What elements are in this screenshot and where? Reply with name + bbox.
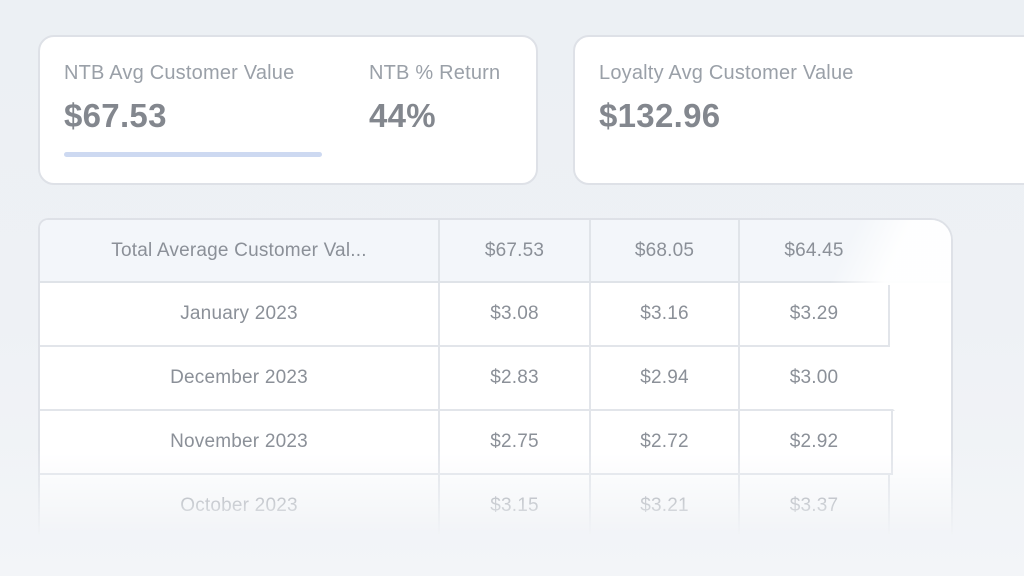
header-value-cell: $67.53 <box>438 220 589 281</box>
row-value-cell: $3.21 <box>589 475 738 537</box>
row-value-cell: $2.75 <box>438 411 589 473</box>
row-value-cell: $3.08 <box>438 283 589 345</box>
row-value-cell: $3.16 <box>589 283 738 345</box>
table-row: October 2023 $3.15 $3.21 $3.37 <box>40 475 890 539</box>
stat-label: NTB % Return <box>369 62 501 84</box>
row-value-cell: $3.15 <box>438 475 589 537</box>
stat-label: Loyalty Avg Customer Value <box>599 62 854 84</box>
table-row: December 2023 $2.83 $2.94 $3.00 <box>40 347 895 411</box>
stat-ntb-percent-return[interactable]: NTB % Return 44% <box>369 60 500 160</box>
row-value-cell: $2.92 <box>738 411 888 473</box>
header-filler <box>888 220 951 281</box>
row-label-cell: December 2023 <box>170 367 308 388</box>
row-value-cell: $2.72 <box>589 411 738 473</box>
stat-value: $132.96 <box>599 97 721 134</box>
header-label-cell: Total Average Customer Val... <box>111 239 367 261</box>
row-label-cell: October 2023 <box>180 495 298 516</box>
stat-ntb-avg-customer-value[interactable]: NTB Avg Customer Value $67.53 <box>64 60 369 160</box>
table-row: November 2023 $2.75 $2.72 $2.92 <box>40 411 893 475</box>
row-label-cell: November 2023 <box>170 431 308 452</box>
row-value-cell: $3.29 <box>738 283 888 345</box>
stat-label: NTB Avg Customer Value <box>64 62 295 84</box>
row-label-cell: January 2023 <box>180 303 298 324</box>
stat-value: 44% <box>369 97 436 134</box>
row-value-cell: $2.83 <box>438 347 589 409</box>
active-indicator <box>64 152 322 157</box>
row-value-cell: $3.00 <box>738 347 888 409</box>
stat-loyalty-avg-customer-value[interactable]: Loyalty Avg Customer Value $132.96 <box>599 60 854 160</box>
header-value-cell: $68.05 <box>589 220 738 281</box>
row-value-cell: $3.37 <box>738 475 888 537</box>
customer-value-table: Total Average Customer Val... $67.53 $68… <box>38 218 953 543</box>
header-value-cell: $64.45 <box>738 220 888 281</box>
table-header-row: Total Average Customer Val... $67.53 $68… <box>40 220 951 285</box>
table-row: January 2023 $3.08 $3.16 $3.29 <box>40 283 890 347</box>
ntb-kpi-card: NTB Avg Customer Value $67.53 NTB % Retu… <box>38 35 538 185</box>
loyalty-kpi-card: Loyalty Avg Customer Value $132.96 <box>573 35 1024 185</box>
row-value-cell: $2.94 <box>589 347 738 409</box>
stat-value: $67.53 <box>64 97 167 134</box>
